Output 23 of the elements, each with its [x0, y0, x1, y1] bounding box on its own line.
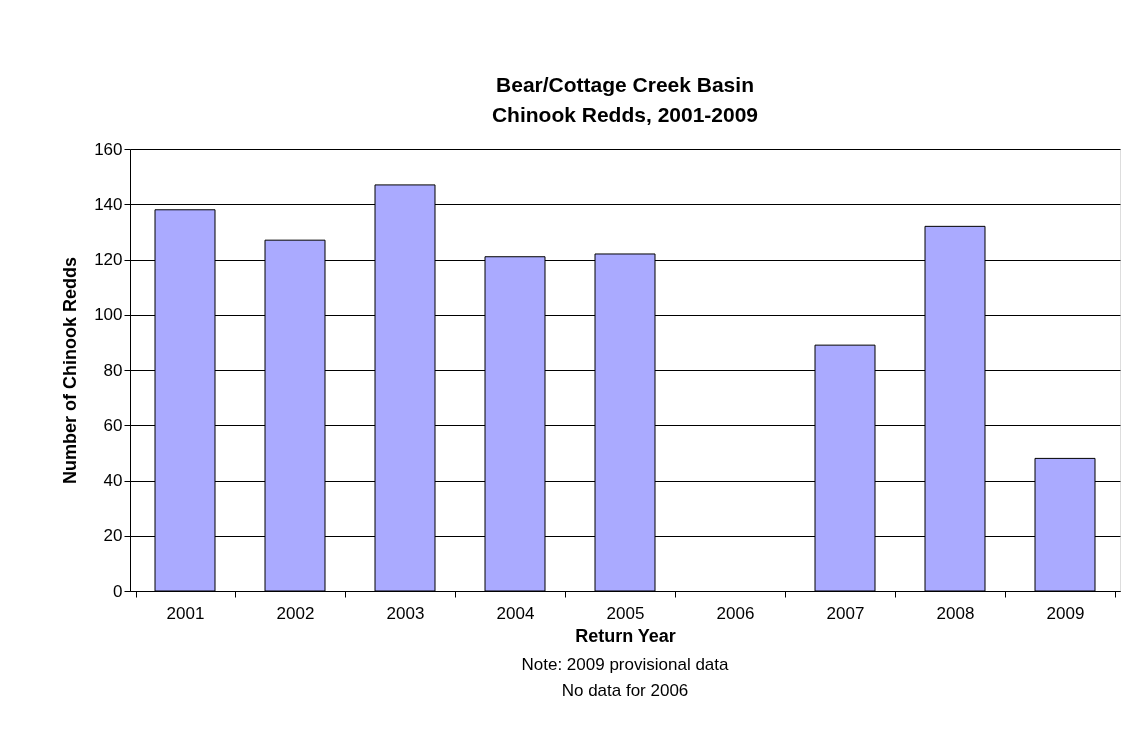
y-tick-label: 140	[94, 194, 123, 214]
y-tick-label: 20	[103, 526, 123, 546]
x-tick-label: 2005	[606, 603, 645, 623]
y-tick-label: 120	[94, 250, 123, 269]
x-axis-title: Return Year	[575, 625, 676, 646]
chart-title: Bear/Cottage Creek Basin Chinook Redds, 2001-2009	[491, 73, 759, 126]
x-tick-label: 2007	[826, 603, 865, 623]
y-axis-title: Number of Chinook Redds	[60, 256, 81, 485]
text: Note: 2009 provisional data	[521, 655, 730, 674]
x-tick-label: 2004	[496, 603, 535, 623]
x-tick-label: 2006	[716, 603, 755, 623]
y-tick-label: 80	[103, 360, 123, 380]
text: No data for 2006	[561, 681, 689, 700]
y-tick-label: 100	[94, 305, 123, 325]
x-tick-label: 2008	[936, 603, 975, 623]
y-tick-label: 160	[94, 139, 123, 159]
x-tick-label: 2002	[276, 603, 315, 623]
y-tick-label: 0	[113, 581, 123, 601]
x-tick-label: 2009	[1046, 603, 1085, 623]
x-tick-label: 2001	[166, 603, 205, 623]
y-tick-label: 40	[103, 471, 123, 490]
y-tick-label: 60	[103, 415, 123, 435]
x-tick-label: 2003	[386, 603, 425, 623]
